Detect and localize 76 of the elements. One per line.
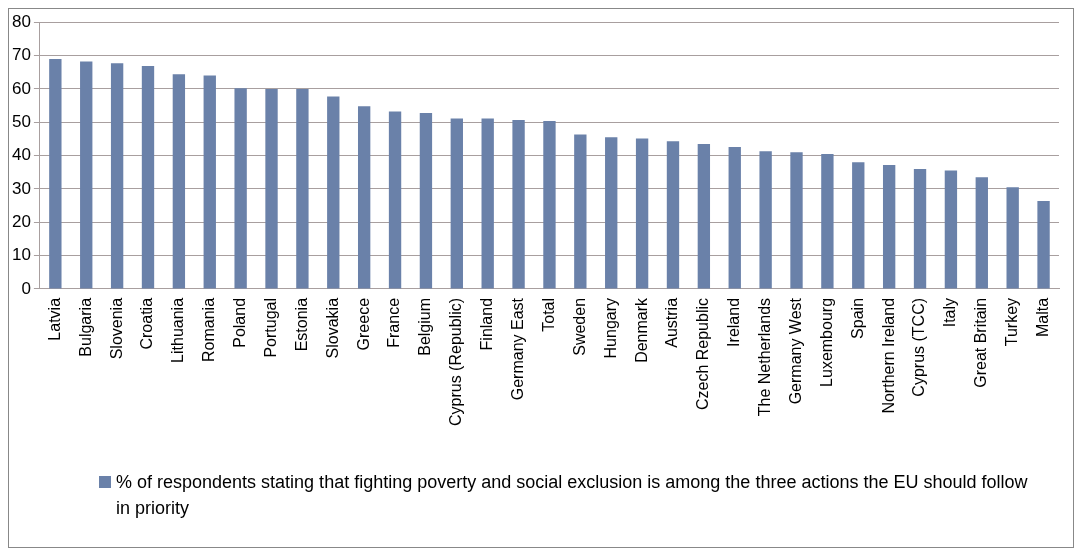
bar — [666, 141, 680, 289]
bar — [296, 88, 309, 289]
x-tick-label: Great Britain — [972, 297, 990, 388]
x-tick-label: Slovakia — [323, 297, 341, 359]
x-tick-label: Bulgaria — [76, 297, 94, 357]
y-tick-label: 60 — [11, 78, 31, 98]
x-tick-label: Italy — [941, 297, 959, 328]
y-tick-label: 80 — [11, 11, 31, 31]
bar — [481, 118, 494, 289]
bar — [543, 120, 556, 289]
bar — [110, 63, 124, 289]
bar — [234, 88, 247, 289]
x-tick-label: Northern Ireland — [879, 297, 897, 414]
x-tick-label: Germany East — [508, 297, 526, 401]
bar — [49, 58, 62, 289]
bar — [635, 138, 649, 289]
bar — [327, 96, 340, 289]
x-tick-label: Romania — [200, 297, 218, 362]
x-tick-label: Cyprus (TCC) — [910, 297, 928, 397]
x-tick-label: Portugal — [261, 297, 279, 358]
legend-label: % of respondents stating that fighting poverty and social exclusion is among the three actions the EU should follow in priority — [116, 471, 1029, 520]
bar — [419, 112, 433, 289]
x-tick-label: Czech Republic — [694, 297, 712, 411]
bar — [1006, 187, 1019, 289]
x-tick-label: Hungary — [601, 297, 619, 359]
x-tick-label: Ireland — [725, 297, 743, 347]
bar — [203, 75, 216, 289]
bar — [388, 111, 402, 289]
bar — [913, 168, 927, 289]
x-tick-label: Belgium — [416, 297, 434, 356]
x-tick-label: Denmark — [632, 296, 650, 363]
bar — [141, 65, 155, 289]
bar — [357, 106, 371, 289]
y-tick-label: 20 — [11, 211, 31, 231]
y-tick-label: 40 — [11, 145, 31, 165]
bar — [80, 61, 93, 289]
x-tick-label: France — [385, 297, 403, 348]
x-tick-label: Lithuania — [169, 297, 187, 363]
y-tick-label: 0 — [21, 278, 31, 298]
bar — [790, 152, 803, 289]
x-tick-label: Turkey — [1003, 297, 1021, 347]
x-tick-label: Greece — [354, 297, 372, 351]
x-tick-label: Sweden — [570, 297, 588, 356]
x-tick-label: Austria — [663, 297, 681, 348]
bar — [759, 151, 772, 289]
x-tick-label: Latvia — [45, 297, 63, 341]
bar — [882, 164, 896, 289]
x-tick-label: Cyprus (Republic) — [447, 297, 465, 427]
bar — [512, 119, 525, 289]
bar — [852, 162, 865, 289]
x-tick-label: Germany West — [786, 297, 804, 405]
x-tick-label: Poland — [231, 297, 249, 348]
bar — [605, 137, 618, 289]
bar — [172, 74, 186, 289]
bar — [697, 143, 711, 289]
x-tick-label: Croatia — [138, 297, 156, 350]
bar — [975, 177, 988, 289]
bar — [728, 146, 741, 289]
y-tick-label: 10 — [11, 245, 31, 265]
bar — [574, 134, 587, 289]
x-tick-label: Finland — [478, 297, 496, 351]
x-tick-label: Estonia — [292, 297, 310, 352]
y-tick-label: 70 — [11, 45, 31, 65]
x-tick-label: Malta — [1033, 297, 1051, 338]
y-tick-label: 50 — [11, 111, 31, 131]
x-tick-label: Spain — [848, 297, 866, 339]
x-tick-label: Luxembourg — [817, 297, 835, 387]
bar — [821, 153, 834, 289]
x-tick-label: The Netherlands — [756, 297, 774, 417]
x-tick-label: Total — [539, 297, 557, 332]
bar — [1037, 200, 1050, 289]
bar — [450, 118, 463, 289]
bar — [265, 88, 278, 289]
bar — [944, 170, 958, 289]
x-tick-label: Slovenia — [107, 297, 125, 360]
y-tick-label: 30 — [11, 178, 31, 198]
